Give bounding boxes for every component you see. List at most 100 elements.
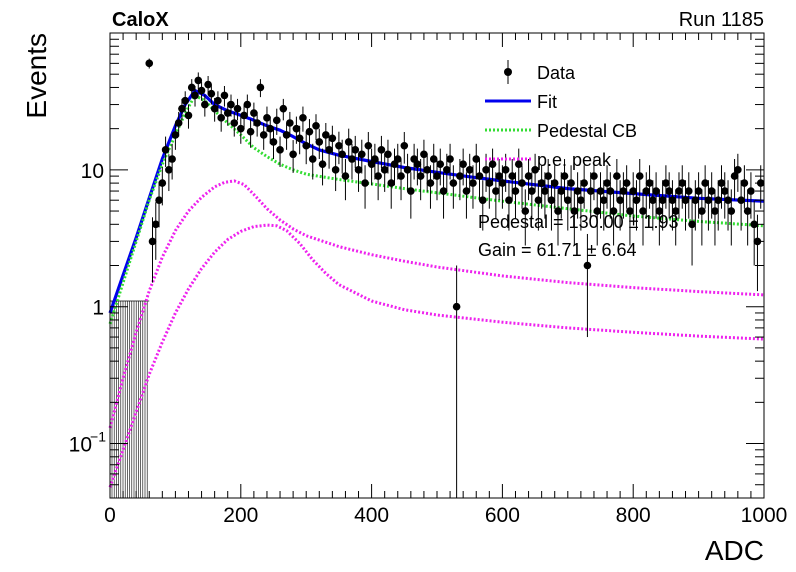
data-marker — [469, 179, 477, 187]
data-marker — [724, 196, 732, 205]
data-point — [557, 172, 566, 219]
data-marker — [655, 207, 664, 215]
data-point — [269, 128, 278, 160]
data-marker — [423, 166, 431, 174]
data-marker — [364, 141, 373, 150]
data-marker — [698, 207, 706, 215]
data-point — [184, 104, 193, 129]
data-marker — [619, 187, 628, 195]
data-point — [233, 98, 242, 121]
data-point — [272, 108, 281, 135]
data-marker — [174, 119, 183, 127]
data-point — [734, 153, 742, 192]
data-point — [214, 91, 222, 112]
data-marker — [295, 134, 304, 143]
data-point — [498, 165, 507, 209]
data-marker — [472, 155, 481, 163]
x-tick-label: 800 — [616, 504, 651, 527]
data-point — [197, 81, 206, 101]
data-point — [308, 143, 317, 180]
data-marker — [420, 150, 428, 159]
data-marker — [354, 166, 363, 174]
curve-pedestal-cb-1 — [108, 93, 765, 325]
data-point — [534, 180, 543, 231]
data-point — [380, 153, 389, 192]
y-tick-label: 10 — [69, 434, 92, 457]
data-point — [469, 165, 477, 209]
data-marker — [720, 187, 729, 195]
data-points — [145, 58, 765, 498]
data-marker — [325, 146, 333, 154]
data-marker — [586, 187, 595, 195]
data-point — [508, 159, 517, 201]
data-point — [217, 106, 225, 132]
data-point — [547, 180, 556, 231]
data-point — [531, 153, 539, 192]
data-marker — [227, 100, 235, 109]
data-point — [658, 180, 667, 231]
data-marker — [544, 172, 552, 180]
data-marker — [492, 187, 500, 195]
data-point — [207, 84, 216, 105]
data-marker — [511, 187, 520, 195]
data-marker — [168, 155, 176, 163]
curve-p-e-peak-3 — [108, 223, 765, 488]
data-point — [488, 148, 497, 186]
data-marker — [501, 166, 510, 174]
y-tick-exponent: −1 — [90, 429, 106, 445]
data-marker — [580, 179, 588, 187]
data-marker — [217, 114, 225, 122]
data-marker — [665, 187, 673, 195]
data-point — [328, 125, 337, 155]
data-marker — [524, 172, 533, 180]
data-marker — [452, 302, 461, 311]
data-marker — [449, 179, 458, 187]
data-point — [596, 172, 605, 219]
data-point — [420, 139, 428, 174]
data-marker — [514, 160, 523, 168]
data-marker — [246, 127, 255, 136]
data-point — [331, 154, 340, 192]
data-point — [194, 72, 203, 90]
data-marker — [635, 172, 644, 180]
data-point — [629, 172, 637, 219]
data-marker — [498, 179, 507, 187]
legend-label: Pedestal CB — [537, 121, 637, 141]
data-point — [371, 143, 379, 180]
data-marker — [400, 141, 409, 150]
fit-annotations: Pedestal = 130.00 ± 1.93 Gain = 61.71 ± 6… — [478, 212, 679, 260]
data-marker — [181, 96, 190, 105]
data-marker — [727, 207, 736, 215]
data-point — [276, 136, 284, 167]
data-point — [256, 79, 265, 98]
data-point — [541, 172, 549, 219]
data-point — [220, 85, 229, 107]
data-marker — [747, 187, 755, 195]
data-marker — [253, 119, 261, 127]
y-tick-label: 10 — [81, 160, 104, 183]
data-marker — [439, 187, 448, 195]
data-point — [570, 189, 579, 246]
data-marker — [681, 196, 690, 205]
data-marker — [462, 187, 471, 195]
data-marker — [237, 124, 245, 133]
legend-entry: p.e. peak — [485, 150, 612, 170]
data-point — [554, 189, 562, 246]
data-marker — [259, 131, 268, 139]
data-point — [459, 148, 467, 186]
data-marker — [573, 187, 582, 195]
data-point — [289, 140, 297, 173]
data-marker — [256, 83, 265, 92]
data-marker — [704, 196, 713, 205]
data-marker — [403, 166, 412, 174]
data-marker — [263, 114, 271, 122]
data-marker — [341, 172, 350, 180]
data-marker — [240, 111, 248, 120]
data-marker — [191, 91, 199, 100]
data-marker — [642, 187, 651, 195]
data-marker — [478, 196, 487, 205]
data-marker — [279, 104, 288, 113]
data-point — [583, 233, 592, 338]
data-point — [642, 172, 651, 219]
